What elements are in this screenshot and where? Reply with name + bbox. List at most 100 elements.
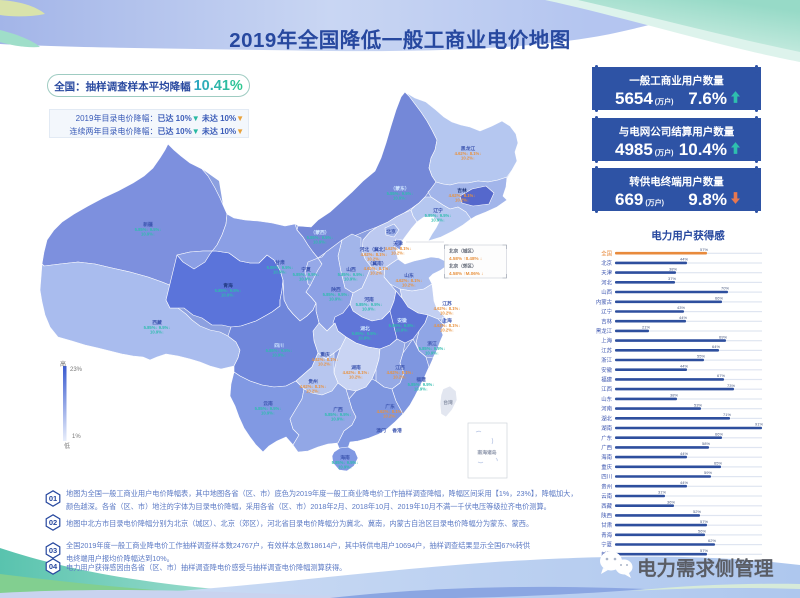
svg-text:62%: 62% bbox=[708, 538, 716, 543]
svg-text:澳门: 澳门 bbox=[376, 427, 386, 434]
svg-text:57%: 57% bbox=[700, 548, 708, 553]
svg-text:四川: 四川 bbox=[601, 474, 612, 481]
svg-text:福建: 福建 bbox=[415, 376, 426, 383]
svg-text:贵州: 贵州 bbox=[308, 378, 318, 385]
svg-text:4.62%↓ 8.1%↓: 4.62%↓ 8.1%↓ bbox=[434, 323, 461, 328]
svg-text:66%: 66% bbox=[715, 296, 723, 301]
svg-text:91%: 91% bbox=[755, 422, 763, 427]
svg-text:电力用户获得感: 电力用户获得感 bbox=[651, 229, 725, 242]
svg-text:56%: 56% bbox=[698, 529, 706, 534]
svg-text:江西: 江西 bbox=[395, 364, 405, 371]
svg-text:低: 低 bbox=[64, 442, 70, 450]
svg-text:10.9%↓: 10.9%↓ bbox=[393, 196, 407, 201]
svg-text:甘肃: 甘肃 bbox=[275, 259, 285, 266]
svg-text:海南: 海南 bbox=[340, 454, 350, 461]
svg-text:吉林: 吉林 bbox=[457, 187, 467, 194]
svg-text:青海: 青海 bbox=[601, 531, 612, 539]
svg-text:湖北: 湖北 bbox=[601, 414, 612, 422]
svg-text:（冀南）: （冀南） bbox=[367, 260, 386, 267]
svg-text:4.62%↓ 8.1%↓: 4.62%↓ 8.1%↓ bbox=[387, 370, 414, 375]
svg-text:台湾: 台湾 bbox=[443, 399, 453, 406]
svg-text:浙江: 浙江 bbox=[427, 340, 437, 347]
svg-text:江苏: 江苏 bbox=[442, 300, 452, 307]
svg-text:5.85%↓ 9.5%↓: 5.85%↓ 9.5%↓ bbox=[323, 292, 350, 297]
svg-text:59%: 59% bbox=[704, 470, 712, 475]
svg-text:5.85%↓ 9.5%↓: 5.85%↓ 9.5%↓ bbox=[293, 272, 320, 277]
svg-text:安徽: 安徽 bbox=[601, 366, 612, 374]
svg-text:湖南: 湖南 bbox=[601, 424, 612, 432]
svg-text:4.62%↓ 8.1%↓: 4.62%↓ 8.1%↓ bbox=[385, 246, 412, 251]
svg-text:广东: 广东 bbox=[385, 403, 395, 410]
svg-text:安徽: 安徽 bbox=[397, 317, 407, 324]
svg-text:云南: 云南 bbox=[263, 400, 273, 407]
svg-text:10.2%↓: 10.2%↓ bbox=[306, 389, 320, 394]
svg-text:21%: 21% bbox=[642, 325, 650, 330]
svg-text:10.9%↓: 10.9%↓ bbox=[141, 232, 155, 237]
svg-text:浙江: 浙江 bbox=[601, 356, 612, 364]
svg-text:山东: 山东 bbox=[601, 395, 612, 403]
svg-text:5.85%↓ 9.5%↓: 5.85%↓ 9.5%↓ bbox=[307, 235, 334, 240]
svg-text:5.85%↓ 9.5%↓: 5.85%↓ 9.5%↓ bbox=[352, 331, 379, 336]
svg-text:10.2%↓: 10.2%↓ bbox=[393, 375, 407, 380]
svg-text:5.85%↓ 9.5%↓: 5.85%↓ 9.5%↓ bbox=[266, 348, 293, 353]
svg-text:10.9%↓: 10.9%↓ bbox=[344, 277, 358, 282]
svg-text:西藏: 西藏 bbox=[601, 502, 612, 510]
svg-text:02: 02 bbox=[49, 518, 57, 527]
svg-text:4.62%↓ 8.1%↓: 4.62%↓ 8.1%↓ bbox=[361, 252, 388, 257]
svg-text:52%: 52% bbox=[693, 509, 701, 514]
svg-text:甘肃: 甘肃 bbox=[601, 521, 612, 529]
svg-text:10.9%↓: 10.9%↓ bbox=[221, 293, 235, 298]
svg-text:黑龙江: 黑龙江 bbox=[596, 327, 613, 335]
svg-text:广东: 广东 bbox=[601, 434, 612, 442]
svg-text:10.9%↓: 10.9%↓ bbox=[150, 330, 164, 335]
svg-text:5.85%↓ 9.5%↓: 5.85%↓ 9.5%↓ bbox=[135, 227, 162, 232]
svg-text:03: 03 bbox=[49, 546, 57, 555]
svg-text:5.85%↓ 9.5%↓: 5.85%↓ 9.5%↓ bbox=[419, 346, 446, 351]
svg-text:陕西: 陕西 bbox=[601, 512, 612, 520]
svg-text:河北（冀北）: 河北（冀北） bbox=[359, 246, 389, 253]
svg-text:天津: 天津 bbox=[393, 240, 403, 247]
svg-text:10.9%↓: 10.9%↓ bbox=[261, 411, 275, 416]
svg-text:河北: 河北 bbox=[601, 278, 612, 286]
svg-text:5.85%↓ 9.5%↓: 5.85%↓ 9.5%↓ bbox=[387, 191, 414, 196]
svg-text:57%: 57% bbox=[700, 247, 708, 252]
svg-text:10.2%↓: 10.2%↓ bbox=[349, 375, 363, 380]
svg-text:38%: 38% bbox=[670, 393, 678, 398]
svg-text:65%: 65% bbox=[714, 461, 722, 466]
svg-text:辽宁: 辽宁 bbox=[601, 308, 612, 316]
svg-text:北京（城区）: 北京（城区） bbox=[449, 248, 477, 255]
svg-text:55%: 55% bbox=[697, 354, 705, 359]
svg-text:31%: 31% bbox=[658, 490, 666, 495]
svg-text:1%: 1% bbox=[72, 434, 81, 440]
svg-text:71%: 71% bbox=[723, 412, 731, 417]
svg-text:10.2%↓: 10.2%↓ bbox=[391, 251, 405, 256]
svg-text:江苏: 江苏 bbox=[601, 346, 612, 354]
svg-text:四川: 四川 bbox=[274, 342, 284, 349]
svg-text:湖南: 湖南 bbox=[351, 364, 361, 371]
svg-text:57%: 57% bbox=[700, 519, 708, 524]
svg-text:37%: 37% bbox=[668, 276, 676, 281]
svg-text:4.62%↓ 8.1%↓: 4.62%↓ 8.1%↓ bbox=[396, 278, 423, 283]
svg-text:5.85%↓ 9.5%↓: 5.85%↓ 9.5%↓ bbox=[255, 406, 282, 411]
svg-text:44%: 44% bbox=[680, 363, 688, 368]
svg-text:10.9%↓: 10.9%↓ bbox=[395, 328, 409, 333]
svg-text:10.2%↓: 10.2%↓ bbox=[461, 156, 475, 161]
svg-text:北京: 北京 bbox=[386, 228, 396, 235]
svg-text:44%: 44% bbox=[680, 451, 688, 456]
svg-text:10.2%↓: 10.2%↓ bbox=[367, 257, 381, 262]
svg-text:河南: 河南 bbox=[601, 405, 612, 413]
svg-text:36%: 36% bbox=[667, 499, 675, 504]
svg-text:10.9%↓: 10.9%↓ bbox=[313, 240, 327, 245]
svg-text:10.9%↓: 10.9%↓ bbox=[362, 307, 376, 312]
svg-text:辽宁: 辽宁 bbox=[433, 207, 443, 214]
svg-text:山西: 山西 bbox=[601, 288, 612, 296]
svg-text:10.9%↓: 10.9%↓ bbox=[299, 277, 313, 282]
svg-text:38%: 38% bbox=[669, 266, 677, 271]
svg-text:新疆: 新疆 bbox=[143, 221, 153, 228]
svg-text:10.2%↓: 10.2%↓ bbox=[383, 414, 397, 419]
svg-text:4.58% ↑M.06% ↓: 4.58% ↑M.06% ↓ bbox=[449, 271, 483, 276]
svg-text:香港: 香港 bbox=[391, 427, 402, 434]
svg-text:5.85%↓ 9.5%↓: 5.85%↓ 9.5%↓ bbox=[325, 412, 352, 417]
svg-text:23%: 23% bbox=[70, 367, 83, 373]
svg-text:5.85%↓ 9.5%↓: 5.85%↓ 9.5%↓ bbox=[144, 325, 171, 330]
